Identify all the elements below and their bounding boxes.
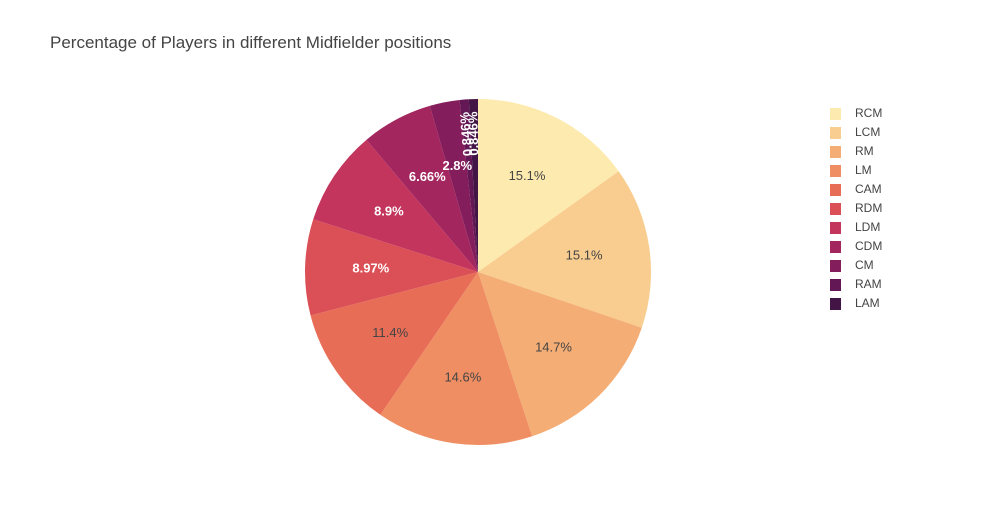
- legend-swatch-rcm: [830, 108, 841, 120]
- legend-item-lcm[interactable]: LCM: [830, 125, 880, 139]
- pie-slice-cm[interactable]: [429, 99, 478, 272]
- pie-labels: 15.1% 15.1% 14.7% 14.6% 11.4% 8.97% 8.9% 6.66%2…: [352, 111, 603, 385]
- legend-label-rdm: RDM: [855, 201, 882, 215]
- legend-item-ram[interactable]: RAM: [830, 277, 882, 291]
- legend-label-cam: CAM: [855, 182, 882, 196]
- legend-label-cdm: CDM: [855, 239, 882, 253]
- legend-item-rm[interactable]: RM: [830, 144, 874, 158]
- slice-label-lm: 14.6%: [444, 370, 481, 385]
- legend-item-lam[interactable]: LAM: [830, 296, 880, 310]
- slice-label-lcm: 15.1%: [566, 248, 603, 263]
- legend-swatch-rm: [830, 146, 841, 158]
- pie-slice-rcm[interactable]: [478, 99, 619, 272]
- chart-title: Percentage of Players in different Midfi…: [50, 33, 452, 52]
- legend-label-ram: RAM: [855, 277, 882, 291]
- legend-swatch-rdm: [830, 203, 841, 215]
- legend-item-cdm[interactable]: CDM: [830, 239, 882, 253]
- pie-slice-cam[interactable]: [310, 272, 478, 415]
- legend-item-ldm[interactable]: LDM: [830, 220, 880, 234]
- pie-slice-lcm[interactable]: [478, 171, 652, 328]
- legend-swatch-lam: [830, 298, 841, 310]
- legend-item-cm[interactable]: CM: [830, 258, 874, 272]
- slice-label-cam: 11.4%: [372, 325, 408, 340]
- legend-swatch-cam: [830, 184, 841, 196]
- slice-label-rcm: 15.1%: [509, 168, 546, 183]
- legend-label-rcm: RCM: [855, 106, 882, 120]
- legend-swatch-ldm: [830, 222, 841, 234]
- pie-slice-lm[interactable]: [380, 272, 533, 445]
- legend-swatch-lm: [830, 165, 841, 177]
- legend-item-lm[interactable]: LM: [830, 163, 872, 177]
- legend: RCM LCM RM LM CAM RDM LDM CDM CM RAM LAM: [830, 106, 882, 310]
- pie-slice-cdm[interactable]: [366, 105, 478, 272]
- slice-label-ldm: 8.9%: [374, 204, 404, 219]
- slice-label-cm: 2.8%: [442, 158, 472, 173]
- legend-item-rdm[interactable]: RDM: [830, 201, 882, 215]
- slice-label-rm: 14.7%: [535, 340, 572, 355]
- legend-label-rm: RM: [855, 144, 874, 158]
- legend-item-cam[interactable]: CAM: [830, 182, 882, 196]
- legend-swatch-cm: [830, 260, 841, 272]
- legend-label-lcm: LCM: [855, 125, 880, 139]
- pie-slice-rm[interactable]: [478, 272, 642, 437]
- slice-label-cdm: 6.66%: [409, 169, 446, 184]
- pie-slices: [305, 98, 652, 445]
- pie-slice-lam[interactable]: [468, 98, 478, 273]
- legend-label-cm: CM: [855, 258, 874, 272]
- legend-swatch-cdm: [830, 241, 841, 253]
- pie-slice-ldm[interactable]: [313, 139, 478, 272]
- legend-label-ldm: LDM: [855, 220, 880, 234]
- slice-label-ram: 0.846%: [457, 111, 476, 157]
- slice-label-rdm: 8.97%: [352, 260, 389, 275]
- legend-swatch-lcm: [830, 127, 841, 139]
- pie-slice-rdm[interactable]: [305, 219, 478, 316]
- slice-label-lam: 0.846%: [465, 111, 481, 156]
- legend-label-lam: LAM: [855, 296, 880, 310]
- legend-item-rcm[interactable]: RCM: [830, 106, 882, 120]
- pie-slice-ram[interactable]: [459, 99, 478, 273]
- legend-label-lm: LM: [855, 163, 872, 177]
- legend-swatch-ram: [830, 279, 841, 291]
